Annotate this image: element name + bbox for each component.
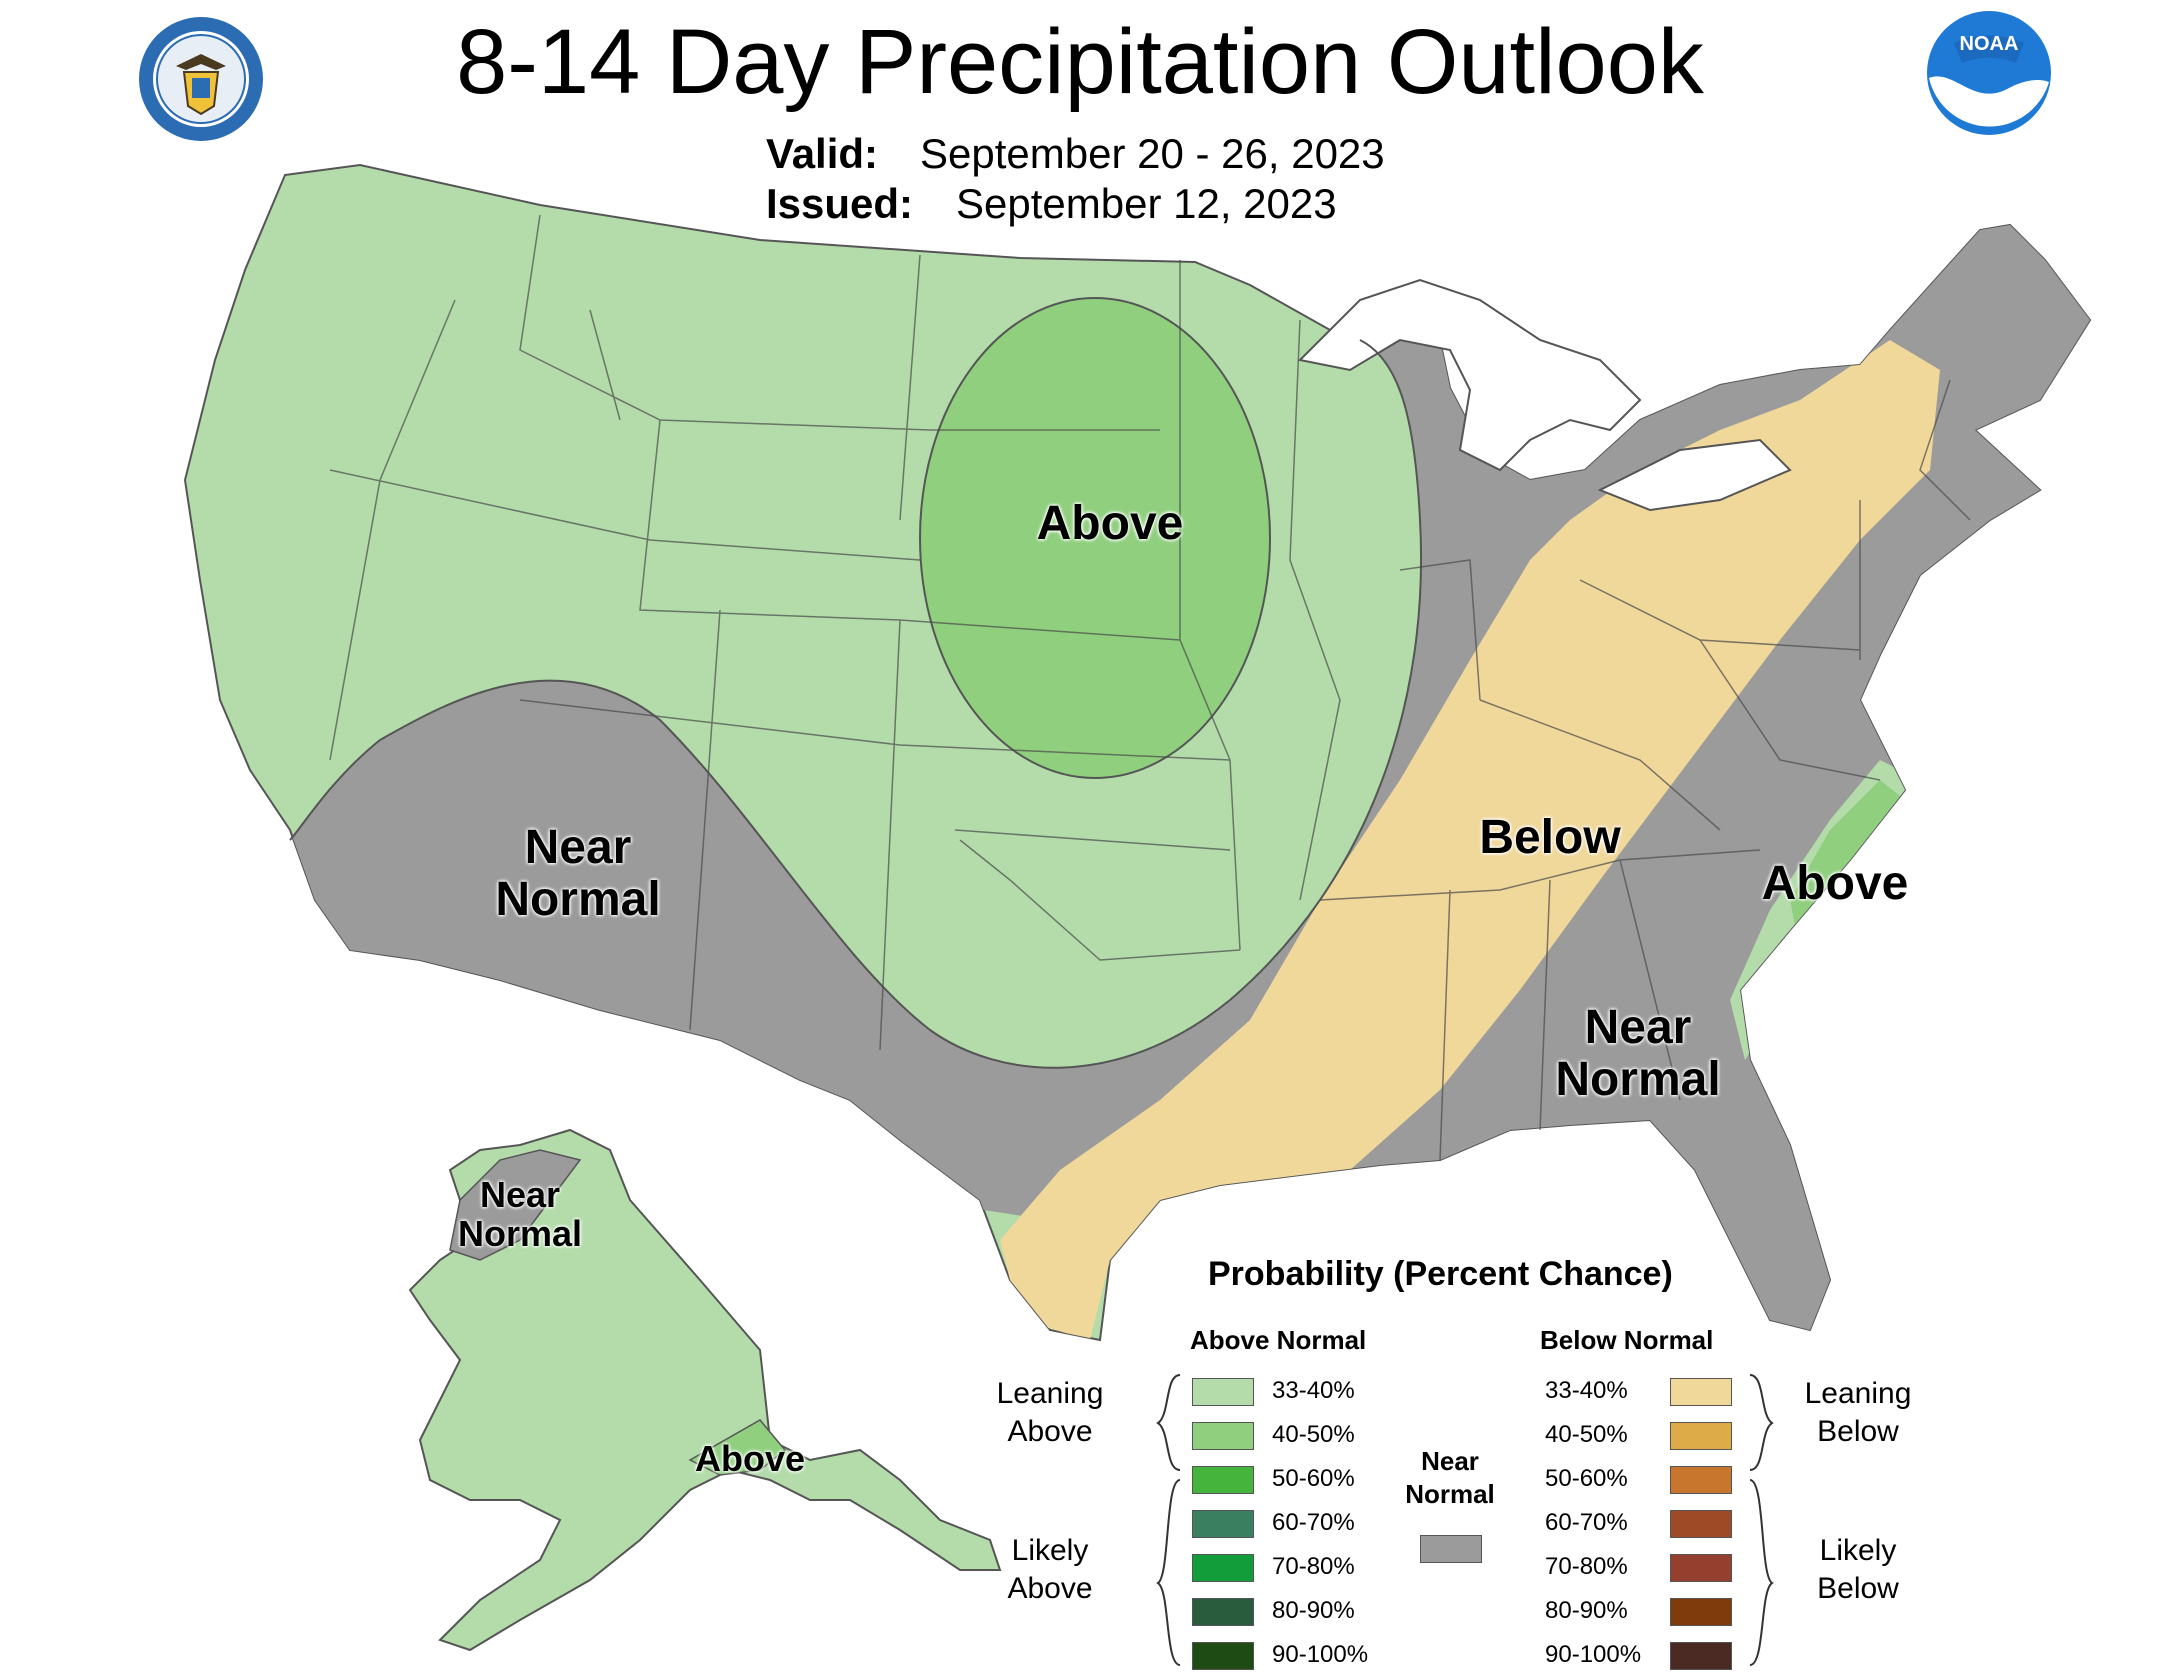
legend-leaning-above: Leaning Above <box>980 1375 1120 1450</box>
southwest-near-line2: Normal <box>495 872 661 926</box>
plains-above-boundary <box>289 339 1423 1069</box>
alaska-near-line1: Near <box>479 1174 561 1215</box>
likely-above-line2: Above <box>1007 1571 1093 1605</box>
likely-below-line1: Likely <box>1819 1534 1897 1567</box>
southeast-near-line1: Near <box>1584 1001 1692 1054</box>
alaska-above-core <box>688 1419 787 1476</box>
above-bin-label-4: 70-80% <box>1272 1553 1355 1580</box>
legend-title: Probability (Percent Chance) <box>1208 1255 1673 1293</box>
valid-dates: Valid: September 20 - 26, 2023 <box>766 130 1385 178</box>
likely-below-line2: Below <box>1817 1571 1899 1605</box>
issued-label: Issued: <box>766 180 914 227</box>
below-swatch-2 <box>1670 1466 1732 1494</box>
legend-above-header: Above Normal <box>1190 1325 1367 1355</box>
legend-braces <box>1156 1374 1774 1666</box>
above-swatch-6 <box>1192 1642 1254 1670</box>
above-swatch-5 <box>1192 1598 1254 1626</box>
legend-likely-above: Likely Above <box>980 1532 1120 1607</box>
above-bin-label-1: 40-50% <box>1272 1421 1355 1448</box>
leaning-above-line1: Leaning <box>996 1377 1104 1410</box>
issued-value: September 12, 2023 <box>956 180 1337 227</box>
below-swatch-0 <box>1670 1378 1732 1406</box>
below-bin-label-5: 80-90% <box>1545 1597 1628 1624</box>
below-swatch-6 <box>1670 1642 1732 1670</box>
above-bin-label-2: 50-60% <box>1272 1465 1355 1492</box>
legend-leaning-below: Leaning Below <box>1788 1375 1928 1450</box>
alaska-near-normal <box>449 1149 582 1261</box>
near-normal-line2: Normal <box>1405 1478 1495 1509</box>
above-bin-label-3: 60-70% <box>1272 1509 1355 1536</box>
below-bin-label-3: 60-70% <box>1545 1509 1628 1536</box>
valid-label: Valid: <box>766 130 879 177</box>
commerce-seal-icon <box>139 17 263 141</box>
below-bin-label-6: 90-100% <box>1545 1641 1642 1668</box>
leaning-below-line1: Leaning <box>1804 1377 1912 1410</box>
alaska-above-label: Above <box>694 1438 806 1479</box>
probability-legend: Probability (Percent Chance) Above Norma… <box>980 1255 1980 1675</box>
southeast-near-normal-label: Near Normal <box>1548 1002 1728 1106</box>
near-normal-line1: Near <box>1421 1446 1479 1476</box>
below-swatch-5 <box>1670 1598 1732 1626</box>
below-swatch-3 <box>1670 1510 1732 1538</box>
southeast-near-line2: Normal <box>1555 1052 1721 1106</box>
southwest-near-normal-label: Near Normal <box>488 822 668 926</box>
below-bin-label-2: 50-60% <box>1545 1465 1628 1492</box>
above-swatch-2 <box>1192 1466 1254 1494</box>
noaa-logo-icon: NOAA <box>1927 11 2051 135</box>
map-title: 8-14 Day Precipitation Outlook <box>456 11 1704 113</box>
state-lines <box>329 214 1971 1161</box>
ohio-below-label: Below <box>1479 811 1621 864</box>
above-bin-label-0: 33-40% <box>1272 1377 1355 1404</box>
above-bin-label-5: 80-90% <box>1272 1597 1355 1624</box>
legend-below-header: Below Normal <box>1540 1325 1714 1355</box>
below-bin-label-1: 40-50% <box>1545 1421 1628 1448</box>
legend-near-normal: Near Normal <box>1400 1445 1500 1510</box>
above-swatch-1 <box>1192 1422 1254 1450</box>
leaning-above-line2: Above <box>1007 1414 1093 1448</box>
above-swatch-4 <box>1192 1554 1254 1582</box>
below-bin-label-0: 33-40% <box>1545 1377 1628 1404</box>
carolina-above-label: Above <box>1761 857 1909 910</box>
great-lakes <box>1297 278 1792 512</box>
legend-likely-below: Likely Below <box>1788 1532 1928 1607</box>
above-swatch-3 <box>1192 1510 1254 1538</box>
likely-above-line1: Likely <box>1011 1534 1089 1567</box>
below-swatch-1 <box>1670 1422 1732 1450</box>
above-bin-label-6: 90-100% <box>1272 1641 1369 1668</box>
alaska-land <box>408 1128 1002 1652</box>
above-swatch-0 <box>1192 1378 1254 1406</box>
alaska-near-normal-label: Near Normal <box>440 1174 600 1254</box>
leaning-below-line2: Below <box>1817 1414 1899 1448</box>
legend-near-normal-swatch <box>1420 1535 1482 1563</box>
valid-value: September 20 - 26, 2023 <box>920 130 1385 177</box>
plains-above-core <box>919 297 1271 779</box>
plains-above-label: Above <box>1036 497 1184 550</box>
southwest-near-line1: Near <box>524 821 632 874</box>
below-normal-region <box>1000 340 1940 1340</box>
alaska-near-line2: Normal <box>457 1212 583 1254</box>
below-bin-label-4: 70-80% <box>1545 1553 1628 1580</box>
issued-date: Issued: September 12, 2023 <box>766 180 1337 228</box>
below-swatch-4 <box>1670 1554 1732 1582</box>
svg-text:NOAA: NOAA <box>1960 33 2019 55</box>
